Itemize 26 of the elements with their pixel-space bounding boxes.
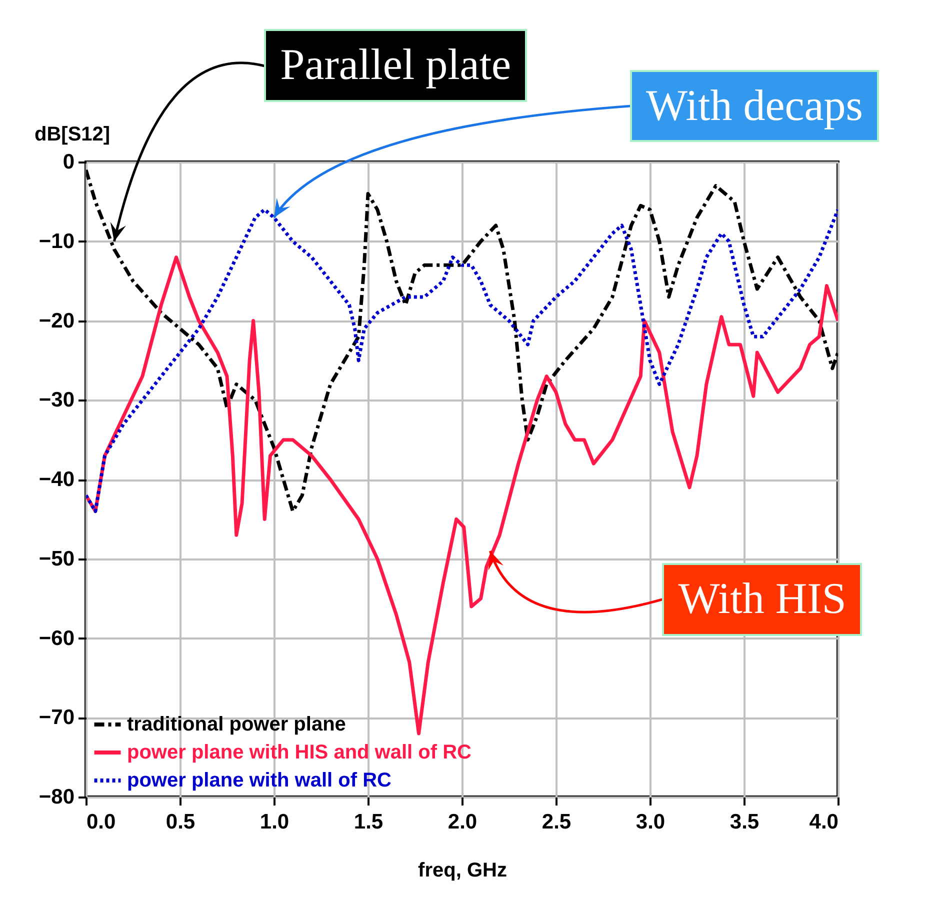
x-tick-label: 3.5 — [730, 810, 760, 834]
y-tick-label: −10 — [38, 230, 74, 253]
x-tick-label: 1.0 — [260, 810, 290, 834]
legend-label: power plane with HIS and wall of RC — [127, 742, 472, 764]
y-tick-label: −50 — [38, 547, 74, 570]
y-tick-label: −30 — [38, 388, 74, 412]
legend-label: power plane with wall of RC — [127, 770, 392, 792]
x-tick-label: 1.5 — [354, 810, 384, 834]
y-tick-label: −40 — [38, 468, 74, 491]
y-tick-label: −70 — [38, 706, 74, 730]
x-tick-label: 2.5 — [542, 810, 572, 834]
x-tick-label: 3.0 — [636, 810, 666, 834]
y-tick-label: −80 — [38, 786, 74, 808]
x-tick-label: 0.0 — [86, 810, 116, 834]
annotation: With HIS — [662, 562, 862, 636]
y-axis-title: dB[S12] — [34, 124, 110, 146]
annotation: Parallel plate — [264, 29, 528, 102]
legend-label: traditional power plane — [127, 714, 346, 736]
x-axis-title: freq, GHz — [418, 860, 507, 882]
annotation: With decaps — [630, 70, 879, 142]
y-tick-label: 0 — [62, 150, 74, 174]
y-tick-label: −60 — [38, 626, 74, 650]
x-tick-label: 2.0 — [448, 810, 478, 834]
x-tick-label: 0.5 — [166, 810, 196, 834]
x-tick-label: 4.0 — [809, 810, 838, 834]
y-tick-label: −20 — [38, 309, 74, 332]
